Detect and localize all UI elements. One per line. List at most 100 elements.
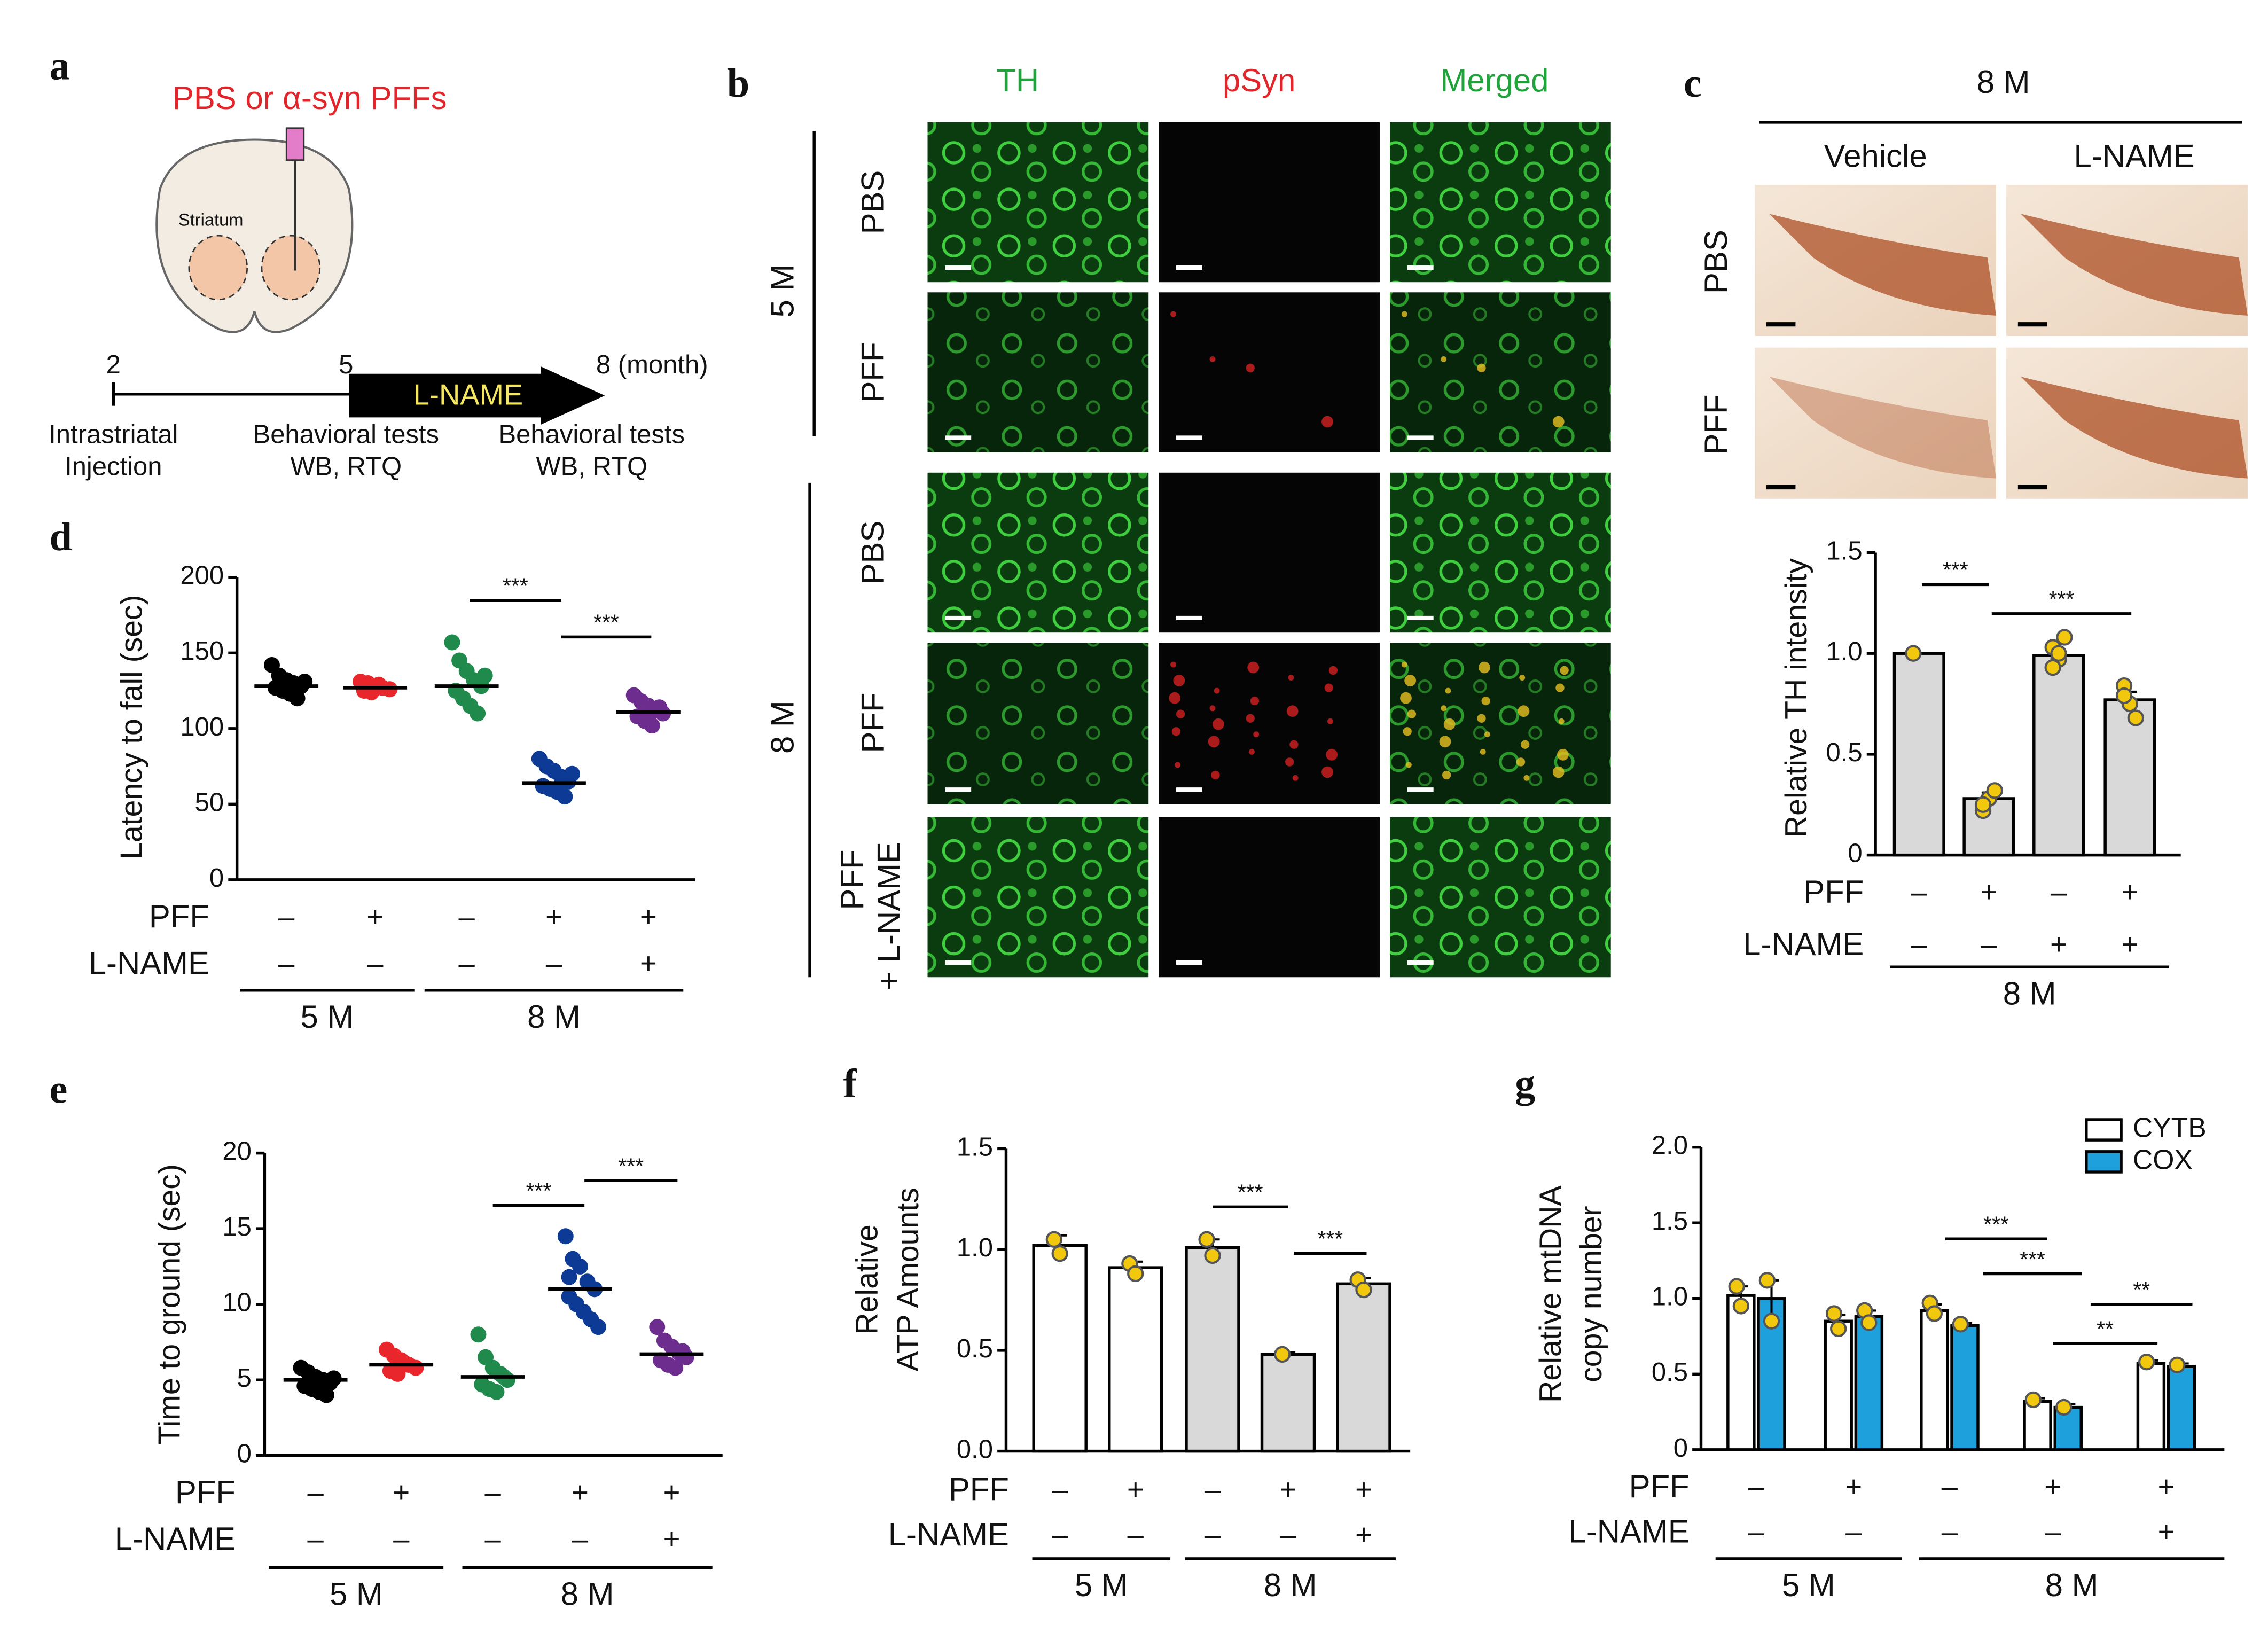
data-point: [2115, 687, 2133, 705]
data-point: [1986, 782, 2003, 799]
y-tick-label: 0: [209, 864, 224, 893]
micrograph: [1159, 643, 1380, 804]
bar: [1920, 1309, 1949, 1451]
condition-value: –: [1128, 1519, 1144, 1551]
micrograph: [1159, 292, 1380, 452]
data-point: [470, 705, 486, 722]
condition-value: +: [1280, 1473, 1297, 1506]
region-label: Striatum: [178, 210, 244, 230]
condition-value: –: [278, 947, 295, 980]
y-tick-label: 0: [1848, 839, 1862, 868]
row-label: PBS: [855, 521, 890, 585]
y-tick-label: 20: [222, 1137, 251, 1166]
micrograph: [1390, 817, 1611, 978]
timepoint: 2: [106, 350, 121, 379]
condition-name: PFF: [175, 1474, 236, 1510]
condition-value: +: [2122, 876, 2139, 908]
condition-value: –: [1981, 928, 1997, 960]
condition-value: –: [1911, 928, 1928, 960]
condition-value: +: [1355, 1519, 1372, 1551]
condition-name: L-NAME: [1743, 926, 1864, 962]
group-label: 8 M: [765, 700, 801, 754]
psyn-spot: [1286, 705, 1299, 717]
data-point: [1952, 1316, 1969, 1333]
condition-value: +: [1981, 876, 1998, 908]
micrograph: [1390, 643, 1611, 804]
y-tick-label: 2.0: [1652, 1131, 1688, 1160]
condition-value: +: [1127, 1473, 1144, 1506]
data-point: [1926, 1305, 1943, 1322]
condition-name: PFF: [1803, 874, 1864, 910]
condition-value: –: [1748, 1515, 1765, 1548]
group-label: 8 M: [561, 1576, 614, 1612]
psyn-spot: [1211, 770, 1220, 780]
psyn-spot: [1169, 692, 1181, 704]
stage: Behavioral tests: [253, 420, 440, 449]
psyn-spot: [1484, 731, 1490, 738]
psyn-spot: [1214, 687, 1220, 694]
column-header: TH: [996, 62, 1039, 98]
y-tick-label: 10: [222, 1288, 251, 1317]
data-point: [1758, 1272, 1776, 1289]
psyn-spot: [1170, 311, 1176, 317]
significance-label: ***: [1943, 558, 1968, 582]
group-label: 5 M: [1782, 1567, 1835, 1603]
data-point: [2044, 659, 2061, 676]
diagram-a: PBS or α-syn PFFs Striatum 2 5 8 (month)…: [49, 80, 708, 481]
group-label: 5 M: [1075, 1567, 1128, 1603]
legend-swatch: [2085, 1118, 2123, 1142]
bar: [1032, 1244, 1088, 1453]
condition-value: +: [545, 901, 562, 933]
condition-value: +: [2044, 1471, 2061, 1503]
injection-title: PBS or α-syn PFFs: [173, 80, 447, 116]
y-tick-label: 100: [180, 713, 224, 741]
condition-value: +: [663, 1476, 681, 1509]
psyn-spot: [1246, 714, 1255, 723]
condition-value: –: [1911, 876, 1928, 908]
group-label: 8 M: [527, 999, 581, 1035]
timepoint: 5: [339, 350, 353, 379]
row-label: PFF: [855, 342, 890, 402]
column-header: pSyn: [1223, 62, 1295, 98]
y-tick-label: 0.0: [957, 1435, 993, 1464]
condition-name: L-NAME: [1569, 1514, 1690, 1550]
th-staining: [2021, 214, 2248, 316]
condition-value: –: [393, 1523, 410, 1556]
th-staining: [2021, 377, 2248, 479]
stage: WB, RTQ: [536, 452, 647, 481]
bar: [2103, 698, 2156, 857]
psyn-spot: [1405, 762, 1412, 768]
data-point: [2169, 1356, 2186, 1373]
row-label: PBS: [1698, 230, 1734, 294]
data-point: [2024, 1391, 2042, 1409]
th-image: [1755, 347, 1997, 499]
significance-label: ***: [2049, 587, 2075, 611]
y-axis-label: copy number: [1574, 1206, 1608, 1382]
y-tick-label: 200: [180, 561, 224, 590]
micrograph: [1159, 817, 1380, 978]
treatment-label: L-NAME: [413, 379, 523, 411]
psyn-spot: [1404, 675, 1417, 686]
condition-value: +: [2158, 1515, 2175, 1548]
psyn-spot: [1557, 748, 1569, 761]
stage: Intrastriatal: [49, 420, 178, 449]
condition-value: +: [1845, 1471, 1862, 1503]
condition-value: +: [640, 901, 657, 933]
condition-value: –: [485, 1523, 502, 1556]
micrograph: [1390, 122, 1611, 283]
data-point: [488, 1384, 505, 1400]
psyn-spot: [1441, 356, 1447, 362]
psyn-spot: [1250, 696, 1260, 706]
y-tick-label: 0.5: [1826, 738, 1863, 767]
panel-label: d: [50, 514, 72, 559]
y-tick-label: 50: [195, 788, 224, 817]
psyn-spot: [1208, 736, 1220, 748]
psyn-spot: [1401, 311, 1407, 317]
condition-value: +: [2122, 928, 2139, 960]
group-label: 5 M: [765, 264, 801, 318]
condition-name: L-NAME: [888, 1517, 1009, 1552]
psyn-spot: [1407, 709, 1417, 718]
condition-value: +: [393, 1476, 410, 1509]
